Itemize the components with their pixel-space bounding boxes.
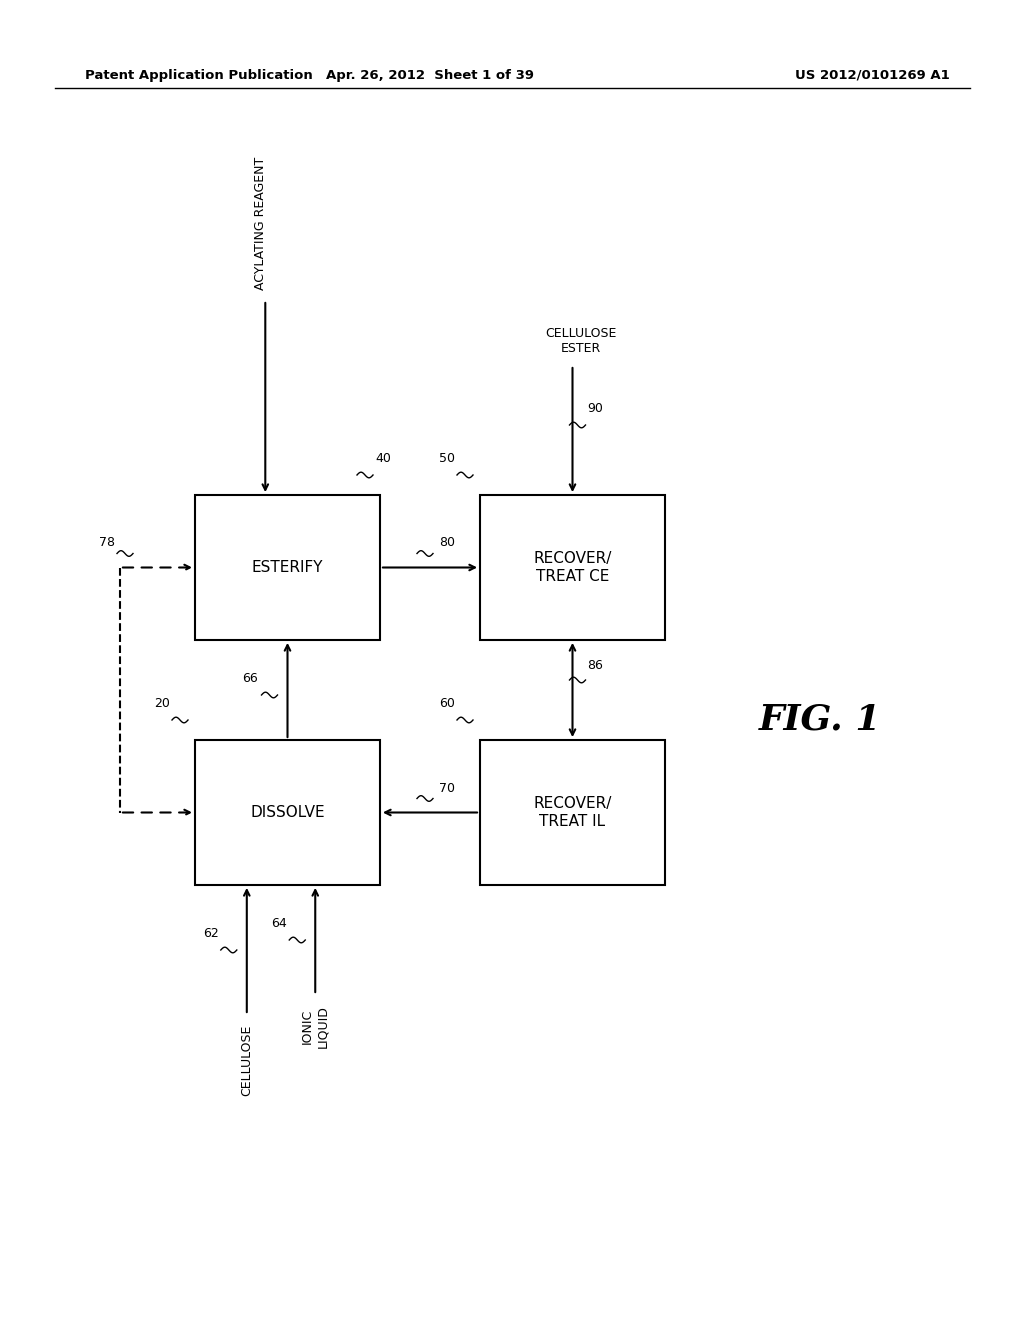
Text: 50: 50 [439,451,455,465]
Text: 64: 64 [271,917,288,931]
Text: CELLULOSE: CELLULOSE [241,1026,253,1097]
Text: 62: 62 [203,927,219,940]
Text: US 2012/0101269 A1: US 2012/0101269 A1 [796,69,950,82]
Text: DISSOLVE: DISSOLVE [250,805,325,820]
Text: Patent Application Publication: Patent Application Publication [85,69,312,82]
Text: ACYLATING REAGENT: ACYLATING REAGENT [254,157,267,290]
Text: CELLULOSE
ESTER: CELLULOSE ESTER [545,327,616,355]
Text: ESTERIFY: ESTERIFY [252,560,324,576]
Bar [195,741,380,884]
Text: IONIC
LIQUID: IONIC LIQUID [301,1005,330,1048]
Text: 20: 20 [155,697,170,710]
Text: 78: 78 [99,536,115,549]
Bar [480,741,665,884]
Text: RECOVER/
TREAT CE: RECOVER/ TREAT CE [534,552,611,583]
Text: RECOVER/
TREAT IL: RECOVER/ TREAT IL [534,796,611,829]
Text: 86: 86 [588,659,603,672]
Text: 80: 80 [439,536,455,549]
Text: 66: 66 [242,672,257,685]
Bar [480,495,665,640]
Text: 40: 40 [375,451,391,465]
Text: 90: 90 [588,403,603,414]
Text: Apr. 26, 2012  Sheet 1 of 39: Apr. 26, 2012 Sheet 1 of 39 [326,69,534,82]
Text: 60: 60 [439,697,455,710]
Text: FIG. 1: FIG. 1 [759,704,882,737]
Text: 70: 70 [439,781,455,795]
Bar [195,495,380,640]
